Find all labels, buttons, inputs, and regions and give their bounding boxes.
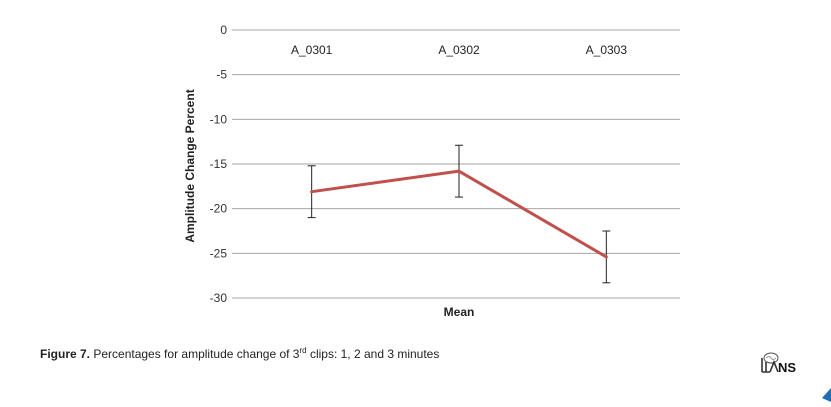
y-tick-label: -30 xyxy=(210,291,228,305)
caption-text: Percentages for amplitude change of 3 xyxy=(90,347,300,361)
y-tick-label: 0 xyxy=(220,23,227,37)
y-axis-tick-labels: 0 -5 -10 -15 -20 -25 -30 xyxy=(210,23,228,305)
brain-logo-icon: NS xyxy=(756,350,806,376)
category-label: A_0303 xyxy=(586,43,628,57)
y-tick-label: -5 xyxy=(216,68,227,82)
data-point xyxy=(310,190,314,194)
caption-text-end: clips: 1, 2 and 3 minutes xyxy=(306,347,440,361)
error-bars xyxy=(307,144,611,284)
y-tick-label: -20 xyxy=(210,202,228,216)
data-point xyxy=(457,169,461,173)
figure-caption: Figure 7. Percentages for amplitude chan… xyxy=(40,346,439,361)
corner-arrow-icon xyxy=(822,388,831,402)
x-axis-title: Mean xyxy=(444,305,475,319)
y-axis-title: Amplitude Change Percent xyxy=(183,89,197,242)
line-chart: 0 -5 -10 -15 -20 -25 -30 A_0301 A_0302 A_0303 Am… xyxy=(183,23,680,319)
gridlines xyxy=(232,29,680,299)
caption-label: Figure 7. xyxy=(40,347,91,361)
y-tick-label: -15 xyxy=(210,157,228,171)
y-tick-label: -10 xyxy=(210,112,228,126)
logo-text: NS xyxy=(778,360,796,375)
caption-superscript: rd xyxy=(299,346,307,355)
data-point xyxy=(604,255,608,259)
y-tick-label: -25 xyxy=(210,246,228,260)
category-label: A_0301 xyxy=(291,43,333,57)
category-labels: A_0301 A_0302 A_0303 xyxy=(291,43,627,57)
category-label: A_0302 xyxy=(438,43,480,57)
series-line xyxy=(310,169,608,259)
